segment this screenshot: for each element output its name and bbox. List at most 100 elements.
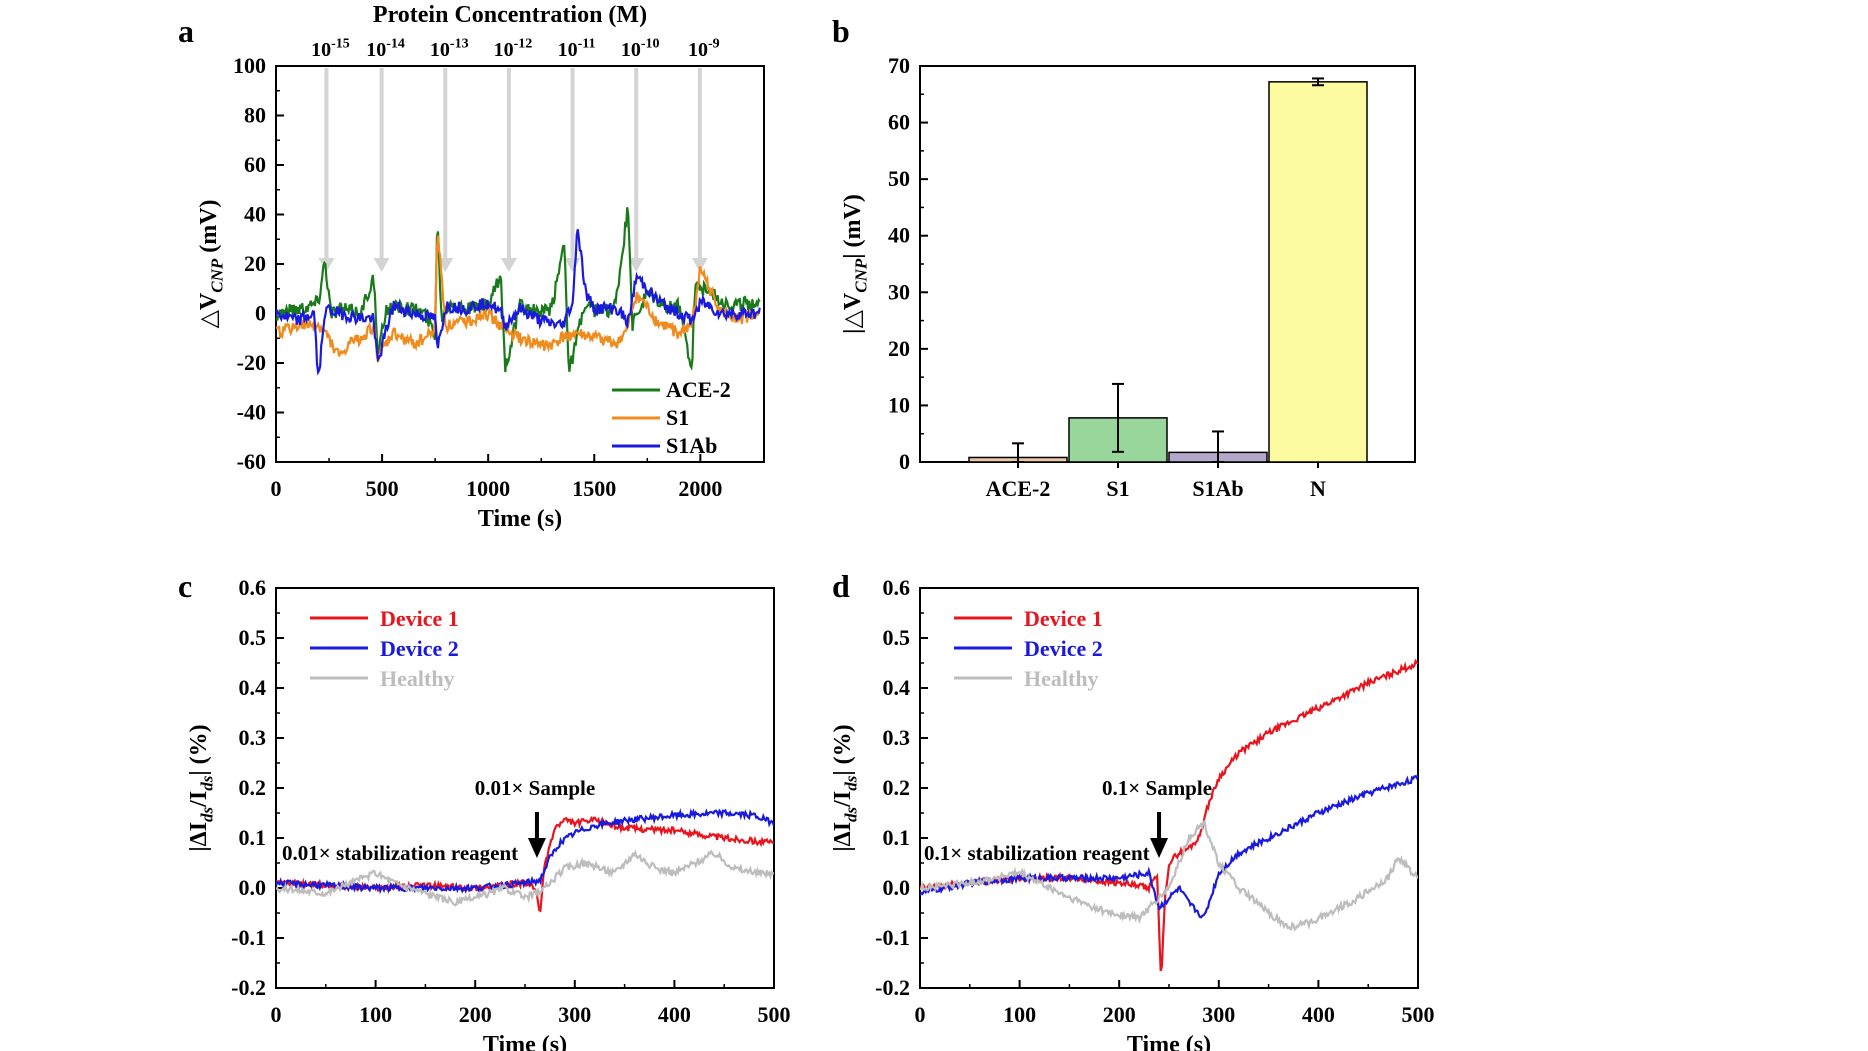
injection-arrow-head bbox=[500, 258, 517, 272]
chart-title: Protein Concentration (M) bbox=[373, 2, 647, 28]
legend-label: Device 2 bbox=[1024, 636, 1103, 661]
panel-label-c: c bbox=[178, 568, 192, 604]
series-line-s1ab bbox=[276, 229, 761, 376]
panel-label-d: d bbox=[832, 568, 850, 604]
y-tick-label: 0.5 bbox=[239, 625, 267, 650]
y-axis-label: |ΔIds​/Ids​| (%) bbox=[186, 724, 217, 851]
sample-arrow-head bbox=[1150, 838, 1169, 858]
concentration-label: 10-12​ bbox=[494, 37, 533, 61]
x-tick-label: 100 bbox=[359, 1002, 392, 1027]
y-tick-label: 40 bbox=[888, 223, 910, 248]
stabilization-annotation: 0.1× stabilization reagent bbox=[924, 841, 1150, 865]
y-tick-label: 0.6 bbox=[883, 575, 911, 600]
y-tick-label: 60 bbox=[888, 110, 910, 135]
sample-arrow-head bbox=[527, 838, 546, 858]
x-axis-label: Time (s) bbox=[478, 506, 562, 532]
y-tick-label: 0 bbox=[255, 301, 266, 326]
plot-frame-a bbox=[275, 65, 765, 463]
y-tick-label: -0.2 bbox=[875, 975, 910, 1000]
y-tick-label: 0.0 bbox=[239, 875, 267, 900]
y-tick-label: 0.3 bbox=[239, 725, 267, 750]
x-tick-label: 300 bbox=[558, 1002, 591, 1027]
y-tick-label: -0.1 bbox=[875, 925, 910, 950]
y-tick-label: 40 bbox=[244, 202, 266, 227]
x-tick-label: 400 bbox=[1302, 1002, 1335, 1027]
concentration-label: 10-13​ bbox=[430, 37, 469, 61]
y-tick-label: -0.2 bbox=[231, 975, 266, 1000]
y-tick-label: 0.4 bbox=[239, 675, 267, 700]
y-tick-label: 20 bbox=[888, 336, 910, 361]
y-tick-label: 50 bbox=[888, 166, 910, 191]
injection-arrow-head bbox=[373, 258, 390, 272]
y-tick-label: -60 bbox=[237, 449, 266, 474]
sample-annotation: 0.1× Sample bbox=[1102, 776, 1212, 800]
y-tick-label: 20 bbox=[244, 251, 266, 276]
injection-arrow-head bbox=[564, 258, 581, 272]
legend-label: Device 1 bbox=[380, 606, 459, 631]
y-tick-label: 30 bbox=[888, 279, 910, 304]
panel-d: -0.2 -0.1 0.0 0.1 0.2 0.3 0.4 0.5 0.6 0 100 200 300 4… bbox=[830, 568, 1435, 1051]
injection-arrow-head bbox=[691, 258, 708, 272]
y-tick-label: 0.2 bbox=[883, 775, 911, 800]
x-tick-label: 500 bbox=[758, 1002, 791, 1027]
concentration-label: 10-10​ bbox=[621, 37, 660, 61]
y-tick-label: 10 bbox=[888, 392, 910, 417]
panel-label-b: b bbox=[832, 13, 850, 49]
legend-label: Healthy bbox=[380, 666, 455, 691]
legend-label: S1Ab bbox=[666, 433, 717, 458]
y-tick-label: 60 bbox=[244, 152, 266, 177]
x-tick-label: S1 bbox=[1106, 476, 1129, 501]
y-tick-label: 70 bbox=[888, 53, 910, 78]
panel-c: -0.2 -0.1 0.0 0.1 0.2 0.3 0.4 0.5 0.6 0 100 200 300 4… bbox=[178, 568, 791, 1051]
x-tick-label: N bbox=[1310, 476, 1326, 501]
x-tick-label: S1Ab bbox=[1192, 476, 1243, 501]
y-tick-label: 0.5 bbox=[883, 625, 911, 650]
x-tick-label: 0 bbox=[271, 1002, 282, 1027]
injection-arrow-head bbox=[628, 258, 645, 272]
concentration-label: 10-15​ bbox=[311, 37, 350, 61]
y-axis-label: |ΔIds​/Ids​| (%) bbox=[830, 724, 861, 851]
legend-label: ACE-2 bbox=[666, 377, 731, 402]
concentration-label: 10-9​ bbox=[688, 37, 720, 61]
x-tick-label: 500 bbox=[366, 476, 399, 501]
series-line-device-2 bbox=[920, 774, 1418, 919]
y-tick-label: -0.1 bbox=[231, 925, 266, 950]
y-tick-label: 0.0 bbox=[883, 875, 911, 900]
y-tick-label: 0.1 bbox=[239, 825, 267, 850]
series-line-healthy bbox=[276, 849, 774, 907]
panel-b: 0 10 20 30 40 50 60 70 |△VCNP​| (mV) ACE-2 S1 S1Ab N… bbox=[832, 13, 1416, 501]
x-tick-label: 300 bbox=[1202, 1002, 1235, 1027]
x-tick-label: 1500 bbox=[572, 476, 616, 501]
series-line-device-1 bbox=[920, 658, 1418, 972]
stabilization-annotation: 0.01× stabilization reagent bbox=[282, 841, 518, 865]
y-tick-label: 0.4 bbox=[883, 675, 911, 700]
x-tick-label: 500 bbox=[1402, 1002, 1435, 1027]
concentration-label: 10-14​ bbox=[366, 37, 405, 61]
series-line-healthy bbox=[920, 819, 1418, 932]
y-tick-label: -40 bbox=[237, 400, 266, 425]
legend-label: S1 bbox=[666, 405, 689, 430]
x-tick-label: 400 bbox=[658, 1002, 691, 1027]
y-tick-label: 100 bbox=[233, 53, 266, 78]
x-tick-label: 1000 bbox=[466, 476, 510, 501]
series-line-s1 bbox=[276, 235, 761, 363]
x-axis-label: Time (s) bbox=[483, 1032, 567, 1051]
legend-label: Device 2 bbox=[380, 636, 459, 661]
x-tick-label: 100 bbox=[1003, 1002, 1036, 1027]
concentration-label: 10-11​ bbox=[558, 37, 596, 61]
y-tick-label: 0.2 bbox=[239, 775, 267, 800]
x-tick-label: 2000 bbox=[678, 476, 722, 501]
y-tick-label: -20 bbox=[237, 350, 266, 375]
x-tick-label: 200 bbox=[1103, 1002, 1136, 1027]
legend-label: Device 1 bbox=[1024, 606, 1103, 631]
x-axis-label: Time (s) bbox=[1127, 1032, 1211, 1051]
series-line-device-2 bbox=[276, 807, 774, 895]
panel-label-a: a bbox=[178, 13, 194, 49]
y-tick-label: 0.3 bbox=[883, 725, 911, 750]
sample-annotation: 0.01× Sample bbox=[475, 776, 595, 800]
legend-label: Healthy bbox=[1024, 666, 1099, 691]
bar-n bbox=[1268, 81, 1368, 463]
y-axis-label: |△VCNP​| (mV) bbox=[840, 194, 871, 334]
